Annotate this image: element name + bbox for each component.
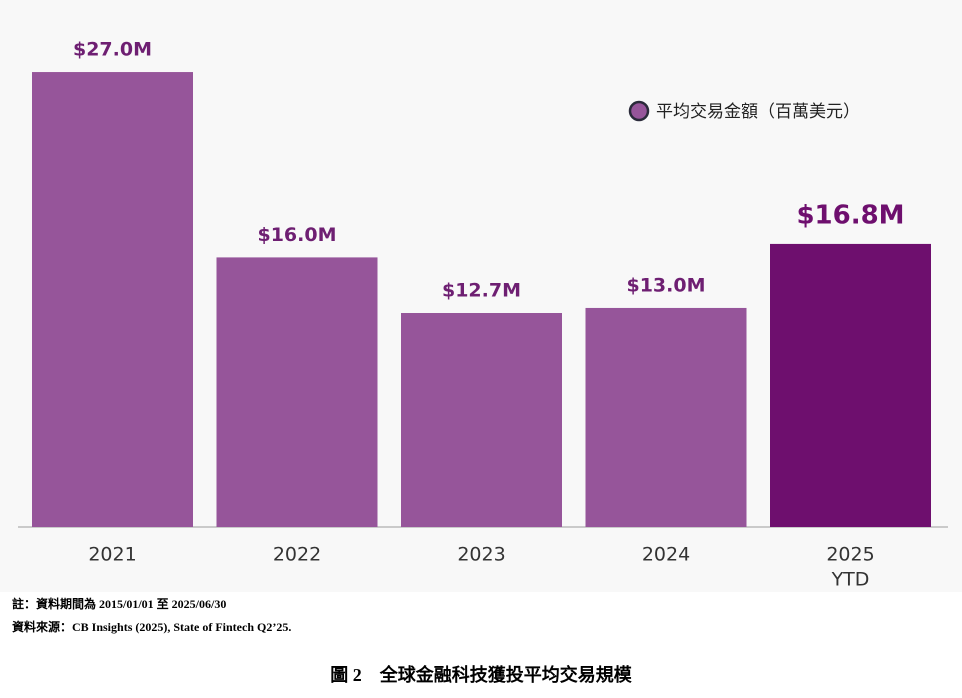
bar	[585, 307, 747, 527]
value-label: $16.8M	[796, 200, 904, 230]
bar	[770, 243, 931, 528]
value-label: $27.0M	[73, 39, 152, 61]
x-tick-label: 2021	[88, 544, 136, 566]
value-label: $12.7M	[442, 280, 521, 302]
bar	[216, 257, 378, 527]
note: 資料來源：CB Insights (2025), State of Fintec…	[12, 619, 291, 634]
x-tick-label: 2025	[826, 544, 874, 566]
x-tick-label: 2023	[457, 544, 505, 566]
bar	[401, 313, 562, 527]
value-label: $16.0M	[257, 224, 336, 246]
legend-label: 平均交易金額（百萬美元）	[656, 102, 860, 122]
bar	[32, 72, 193, 528]
x-tick-label: 2024	[642, 544, 690, 566]
x-tick-label: 2022	[273, 544, 321, 566]
legend-marker	[628, 100, 650, 122]
caption: 圖 2 全球金融科技獲投平均交易規模	[330, 664, 632, 685]
x-tick-label: YTD	[831, 569, 870, 591]
note: 註：資料期間為 2015/01/01 至 2025/06/30	[12, 596, 226, 611]
value-label: $13.0M	[626, 274, 705, 296]
